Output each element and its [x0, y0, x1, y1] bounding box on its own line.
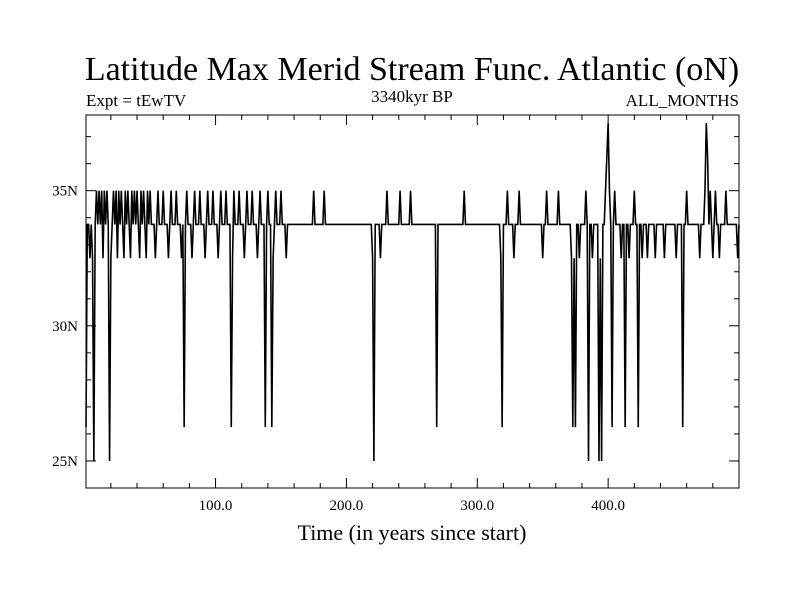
series-line [85, 123, 740, 461]
subtitle-right: ALL_MONTHS [626, 91, 739, 110]
x-tick-label: 100.0 [199, 498, 233, 514]
plot-frame [85, 114, 740, 489]
subtitle-center: 3340kyr BP [371, 87, 453, 106]
y-tick-label: 25N [52, 454, 78, 470]
x-tick-label: 200.0 [330, 498, 364, 514]
x-tick-label: 400.0 [591, 498, 625, 514]
x-tick-label: 300.0 [460, 498, 494, 514]
y-axis-ticks: 25N 30N 35N [52, 136, 739, 470]
x-axis-label: Time (in years since start) [298, 520, 527, 545]
chart-title: Latitude Max Merid Stream Func. Atlantic… [85, 51, 739, 88]
y-tick-label: 30N [52, 319, 78, 335]
subtitle-left: Expt = tEwTV [86, 91, 187, 110]
y-tick-label: 35N [52, 184, 78, 200]
x-axis-ticks: 100.0 200.0 300.0 400.0 [110, 115, 714, 514]
